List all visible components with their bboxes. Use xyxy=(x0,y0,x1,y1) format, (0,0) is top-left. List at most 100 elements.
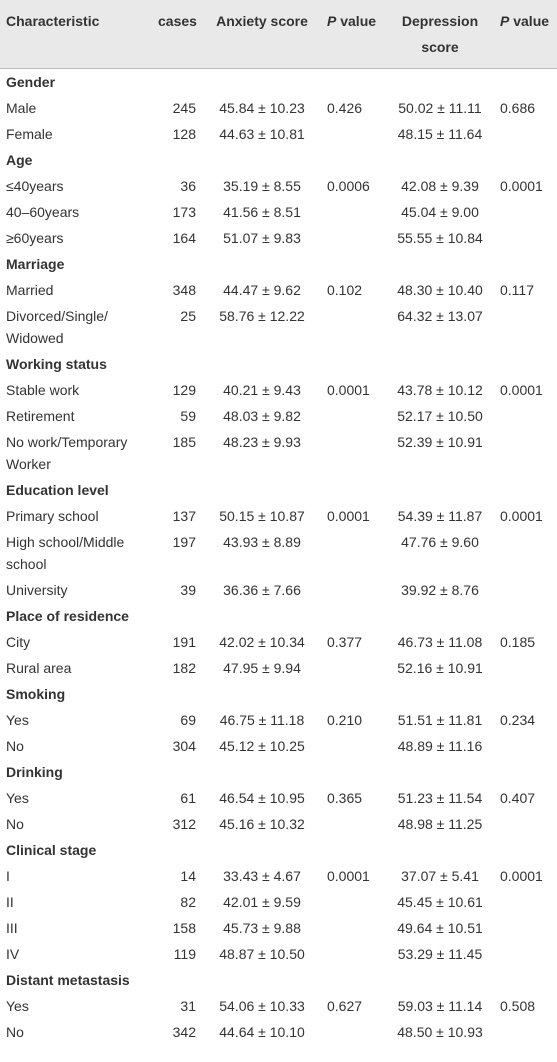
data-row: IV 119 48.87 ± 10.50 53.29 ± 11.45 xyxy=(0,941,557,967)
group-row: Working status xyxy=(0,351,557,377)
anxiety-score: 50.15 ± 10.87 xyxy=(219,508,305,524)
anxiety-score: 51.07 ± 9.83 xyxy=(223,230,301,246)
anxiety-score: 45.12 ± 10.25 xyxy=(219,738,305,754)
data-row: No 342 44.64 ± 10.10 48.50 ± 10.93 xyxy=(0,1019,557,1045)
anxiety-score: 48.03 ± 9.82 xyxy=(223,408,301,424)
data-row: II 82 42.01 ± 9.59 45.45 ± 10.61 xyxy=(0,889,557,915)
anxiety-score: 36.36 ± 7.66 xyxy=(223,582,301,598)
depression-score: 54.39 ± 11.87 xyxy=(397,508,483,524)
empty-cell xyxy=(492,429,557,477)
group-name: Distant metastasis xyxy=(6,972,130,988)
anxiety-score: 48.23 ± 9.93 xyxy=(223,434,301,450)
group-row: Place of residence xyxy=(0,603,557,629)
depression-score: 48.15 ± 11.64 xyxy=(397,126,483,142)
cases: 348 xyxy=(172,282,196,298)
depression-score: 48.98 ± 11.25 xyxy=(397,816,483,832)
characteristic: Female xyxy=(6,126,53,142)
empty-cell xyxy=(492,1019,557,1045)
p-value: 0.365 xyxy=(327,790,363,806)
group-row: Education level xyxy=(0,477,557,503)
group-row: Gender xyxy=(0,69,557,96)
p-value: 0.117 xyxy=(500,282,534,298)
cases: 342 xyxy=(172,1024,196,1040)
table-header: Characteristic cases Anxiety score P val… xyxy=(0,0,557,69)
characteristic: III xyxy=(6,920,18,936)
depression-score: 48.89 ± 11.16 xyxy=(397,738,483,754)
depression-score: 45.45 ± 10.61 xyxy=(397,894,483,910)
anxiety-score: 45.16 ± 10.32 xyxy=(219,816,305,832)
data-row: Stable work 129 40.21 ± 9.43 0.0001 43.78 ± … xyxy=(0,377,557,403)
p-value: 0.377 xyxy=(327,634,363,650)
anxiety-score: 41.56 ± 8.51 xyxy=(223,204,301,220)
depression-score: 47.76 ± 9.60 xyxy=(401,534,479,550)
data-row: Married 348 44.47 ± 9.62 0.102 48.30 ± 10.40… xyxy=(0,277,557,303)
anxiety-score: 40.21 ± 9.43 xyxy=(223,382,301,398)
group-row: Drinking xyxy=(0,759,557,785)
cases: 69 xyxy=(180,712,196,728)
depression-score: 43.78 ± 10.12 xyxy=(397,382,483,398)
group-row: Smoking xyxy=(0,681,557,707)
empty-cell xyxy=(324,941,388,967)
p-value: 0.0001 xyxy=(327,382,370,398)
empty-cell xyxy=(492,121,557,147)
p-value: 0.0001 xyxy=(500,382,543,398)
data-row: Yes 69 46.75 ± 11.18 0.210 51.51 ± 11.81 0.23… xyxy=(0,707,557,733)
group-name: Education level xyxy=(6,482,109,498)
data-row: High school/Middle school 197 43.93 ± 8.89… xyxy=(0,529,557,577)
header-cell: Depression score xyxy=(388,0,492,69)
anxiety-score: 42.02 ± 10.34 xyxy=(219,634,305,650)
depression-score: 51.51 ± 11.81 xyxy=(397,712,483,728)
group-row: Age xyxy=(0,147,557,173)
cases: 185 xyxy=(172,434,196,450)
data-row: Female 128 44.63 ± 10.81 48.15 ± 11.64 xyxy=(0,121,557,147)
data-row: ≥60years 164 51.07 ± 9.83 55.55 ± 10.84 xyxy=(0,225,557,251)
empty-cell xyxy=(492,199,557,225)
group-row: Distant metastasis xyxy=(0,967,557,993)
characteristic: Yes xyxy=(6,712,29,728)
header-cell: P value xyxy=(324,0,388,69)
data-row: No work/Temporary Worker 185 48.23 ± 9.93 5… xyxy=(0,429,557,477)
cases: 129 xyxy=(172,382,196,398)
p-value: 0.102 xyxy=(327,282,363,298)
anxiety-score: 47.95 ± 9.94 xyxy=(223,660,301,676)
depression-score: 52.16 ± 10.91 xyxy=(397,660,483,676)
empty-cell xyxy=(324,199,388,225)
header-cell: cases xyxy=(158,0,200,69)
group-name: Smoking xyxy=(6,686,66,702)
characteristic: No xyxy=(6,738,24,754)
empty-cell xyxy=(324,529,388,577)
cases: 304 xyxy=(172,738,196,754)
empty-cell xyxy=(492,577,557,603)
data-row: III 158 45.73 ± 9.88 49.64 ± 10.51 xyxy=(0,915,557,941)
characteristic: 40–60years xyxy=(6,204,80,220)
data-row: University 39 36.36 ± 7.66 39.92 ± 8.76 xyxy=(0,577,557,603)
depression-score: 59.03 ± 11.14 xyxy=(397,998,483,1014)
cases: 39 xyxy=(180,582,196,598)
characteristic: IV xyxy=(6,946,20,962)
header-cell: P value xyxy=(492,0,557,69)
depression-score: 48.30 ± 10.40 xyxy=(397,282,483,298)
depression-score: 52.39 ± 10.91 xyxy=(397,434,483,450)
anxiety-score: 44.47 ± 9.62 xyxy=(223,282,301,298)
header-cell: Characteristic xyxy=(0,0,158,69)
characteristic: Rural area xyxy=(6,660,72,676)
group-name: Clinical stage xyxy=(6,842,97,858)
data-row: 40–60years 173 41.56 ± 8.51 45.04 ± 9.00 xyxy=(0,199,557,225)
p-value: 0.508 xyxy=(500,998,536,1014)
cases: 164 xyxy=(172,230,196,246)
depression-score: 51.23 ± 11.54 xyxy=(397,790,483,806)
characteristic: Primary school xyxy=(6,508,99,524)
depression-score: 45.04 ± 9.00 xyxy=(401,204,479,220)
depression-score: 55.55 ± 10.84 xyxy=(397,230,483,246)
p-value: 0.0001 xyxy=(500,868,543,884)
p-value: 0.627 xyxy=(327,998,363,1014)
group-name: Working status xyxy=(6,356,107,372)
p-value: 0.0001 xyxy=(327,868,370,884)
data-row: Rural area 182 47.95 ± 9.94 52.16 ± 10.91 xyxy=(0,655,557,681)
depression-score: 37.07 ± 5.41 xyxy=(401,868,479,884)
empty-cell xyxy=(492,811,557,837)
empty-cell xyxy=(492,529,557,577)
cases: 25 xyxy=(180,308,196,324)
cases: 312 xyxy=(172,816,196,832)
characteristic: City xyxy=(6,634,31,650)
